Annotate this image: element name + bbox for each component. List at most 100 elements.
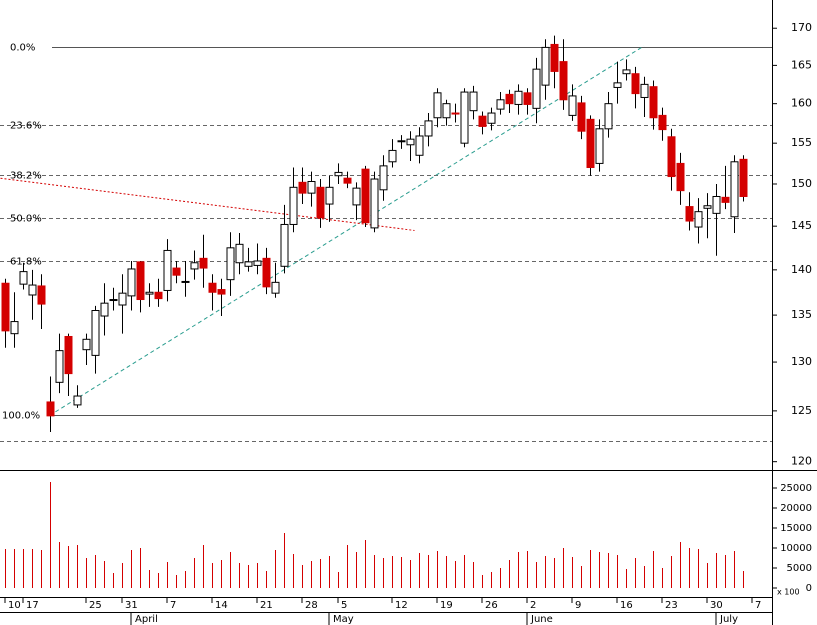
candle-body — [523, 92, 532, 105]
volume-tick-label: 15000 — [780, 523, 812, 534]
candle-body — [154, 291, 163, 300]
candle-body — [73, 395, 82, 406]
candle-body — [739, 158, 748, 197]
volume-tick-label: 0 — [806, 583, 812, 594]
candle-body — [433, 92, 442, 119]
candle-body — [64, 335, 73, 375]
candle-body — [514, 90, 523, 105]
level-label: 23.6% — [10, 121, 42, 132]
candle-body — [307, 180, 316, 194]
candle-body — [271, 281, 280, 294]
candle-body — [136, 261, 145, 301]
candle-body — [163, 249, 172, 291]
y-tick-label: 145 — [791, 219, 812, 232]
candle-body — [28, 284, 37, 296]
candle-body — [46, 401, 55, 417]
y-tick-label: 155 — [791, 136, 812, 149]
x-tick-label: 26 — [485, 600, 498, 611]
y-tick-label: 170 — [791, 21, 812, 34]
volume-tick-label: 10000 — [780, 543, 812, 554]
x-tick-label: 9 — [575, 600, 581, 611]
candle-body — [703, 205, 712, 209]
candle-body — [280, 223, 289, 267]
month-label: April — [135, 614, 158, 625]
candle-body — [1, 282, 10, 332]
candle-body — [352, 187, 361, 206]
level-label: 50.0% — [10, 214, 42, 225]
y-tick-label: 120 — [791, 455, 812, 468]
month-label: June — [530, 614, 553, 625]
candle-body — [343, 177, 352, 184]
volume-tick-label: 25000 — [780, 483, 812, 494]
candle-body — [361, 168, 370, 224]
x-tick-label: 14 — [215, 600, 228, 611]
candle-body — [127, 268, 136, 297]
volume-tick-label: 20000 — [780, 503, 812, 514]
candle-body — [460, 91, 469, 144]
candle-body — [676, 162, 685, 192]
candle-body — [694, 211, 703, 228]
candle-body — [217, 289, 226, 295]
candle-body — [109, 299, 118, 302]
y-tick-label: 165 — [791, 58, 812, 71]
x-tick-label: 12 — [395, 600, 408, 611]
candle-body — [487, 112, 496, 124]
candle-body — [415, 135, 424, 156]
x-tick-label: 28 — [305, 600, 318, 611]
y-tick-label: 160 — [791, 97, 812, 110]
candle-body — [172, 267, 181, 276]
candle-body — [145, 291, 154, 295]
candle-body — [181, 280, 190, 283]
candle-body — [451, 112, 460, 115]
candle-body — [226, 247, 235, 281]
candle-body — [595, 128, 604, 164]
candle-body — [667, 136, 676, 178]
trendline — [0, 177, 415, 231]
candle-body — [82, 338, 91, 351]
candle-body — [334, 171, 343, 177]
candle-body — [469, 91, 478, 112]
x-tick-label: 31 — [125, 600, 138, 611]
x-tick-label: 19 — [440, 600, 453, 611]
x-tick-label: 23 — [665, 600, 678, 611]
candle-body — [91, 310, 100, 356]
x-tick-label: 7 — [170, 600, 176, 611]
candle-body — [712, 195, 721, 214]
candle-body — [604, 103, 613, 130]
candle-body — [586, 118, 595, 169]
candle-body — [550, 43, 559, 72]
candle-body — [190, 262, 199, 270]
candle-body — [649, 86, 658, 119]
candle-body — [505, 93, 514, 105]
candle-body — [208, 282, 217, 293]
candle-body — [10, 321, 19, 335]
level-label: 100.0% — [2, 411, 40, 422]
candle-body — [559, 61, 568, 101]
candle-body — [613, 82, 622, 88]
candle-body — [424, 120, 433, 137]
x-tick-label: 5 — [341, 600, 347, 611]
candle-body — [100, 302, 109, 317]
candle-body — [199, 257, 208, 269]
x-tick-label: 17 — [26, 600, 39, 611]
candle-body — [541, 46, 550, 86]
candle-body — [496, 99, 505, 110]
candle-body — [478, 115, 487, 127]
month-label: May — [333, 614, 354, 625]
candle-body — [37, 285, 46, 305]
x-tick-label: 2 — [530, 600, 536, 611]
candle-body — [532, 68, 541, 109]
candle-body — [397, 140, 406, 143]
candle-body — [442, 103, 451, 119]
trendline — [55, 45, 645, 413]
x-tick-label: 7 — [755, 600, 761, 611]
candle-body — [577, 102, 586, 132]
candle-body — [235, 243, 244, 264]
candle-body — [19, 271, 28, 285]
candle-body — [631, 73, 640, 95]
candle-body — [55, 350, 64, 383]
candle-body — [253, 260, 262, 266]
x-tick-label: 30 — [710, 600, 723, 611]
